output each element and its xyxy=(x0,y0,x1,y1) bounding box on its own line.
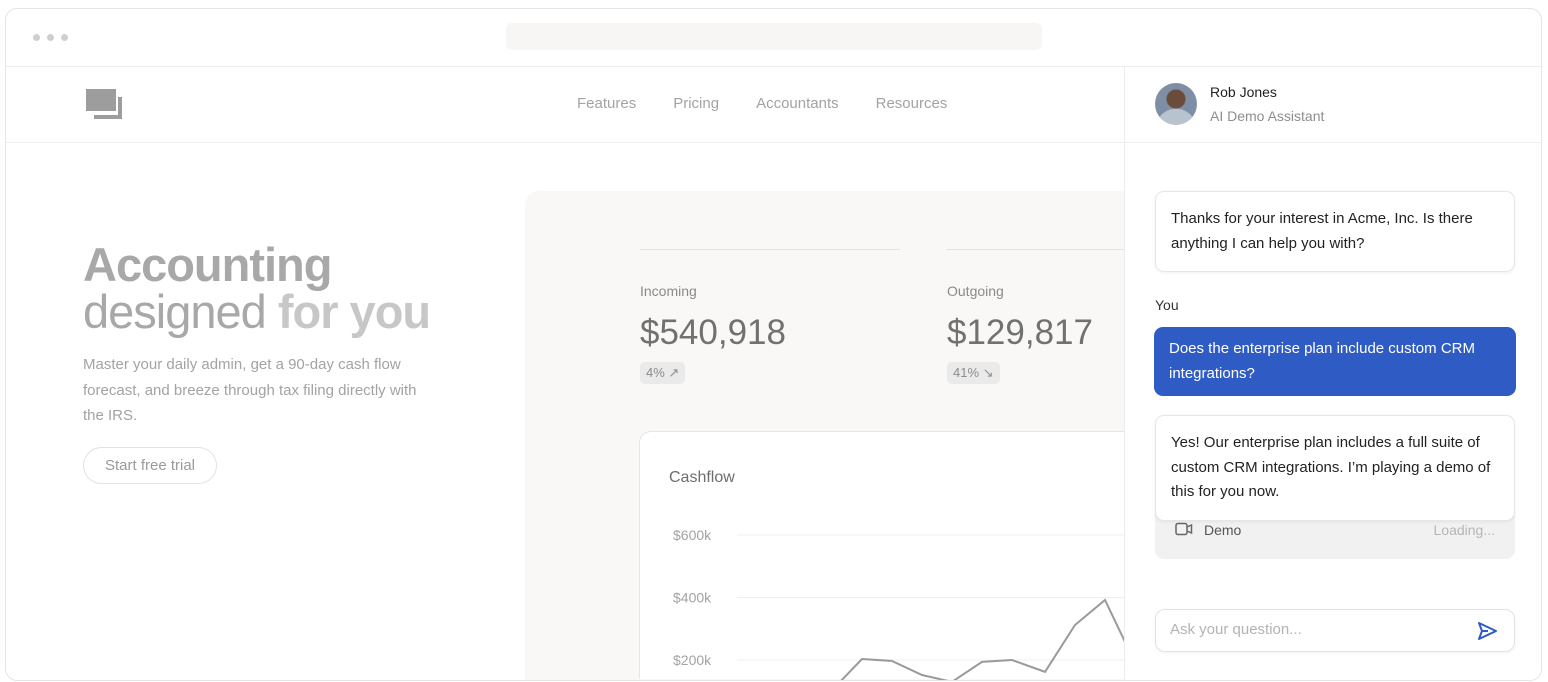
hero-title-line2: designed for you xyxy=(83,285,431,338)
agent-role: AI Demo Assistant xyxy=(1210,108,1325,124)
user-message: Does the enterprise plan include custom … xyxy=(1154,327,1516,396)
site-nav: Features Pricing Accountants Resources xyxy=(6,67,1124,143)
chart-title: Cashflow xyxy=(669,469,735,486)
hero-title-word: for you xyxy=(265,285,431,338)
cashflow-chart: $600k $400k $200k xyxy=(673,527,1125,680)
nav-pricing[interactable]: Pricing xyxy=(673,95,720,112)
chat-panel: Rob Jones AI Demo Assistant Thanks for y… xyxy=(1124,67,1541,680)
y-tick-label: $400k xyxy=(673,590,712,606)
agent-message: Thanks for your interest in Acme, Inc. I… xyxy=(1155,191,1515,272)
arrow-up-right-icon: ↗ xyxy=(668,365,680,380)
stat-value: $129,817 xyxy=(947,313,1093,352)
agent-message: Yes! Our enterprise plan includes a full… xyxy=(1155,415,1515,521)
stat-incoming: Incoming $540,918 4% ↗ xyxy=(640,249,900,384)
logo-icon[interactable] xyxy=(86,89,124,119)
nav-accountants[interactable]: Accountants xyxy=(756,95,839,112)
website: Features Pricing Accountants Resources A… xyxy=(6,67,1125,680)
address-bar[interactable] xyxy=(506,23,1042,50)
avatar xyxy=(1155,83,1197,125)
user-label: You xyxy=(1155,297,1179,313)
browser-window: Features Pricing Accountants Resources A… xyxy=(5,8,1542,681)
stat-value: $540,918 xyxy=(640,313,786,352)
change-value: 41% xyxy=(953,365,980,380)
window-dot xyxy=(61,34,68,41)
hero-title: Accounting designed for you xyxy=(83,238,431,338)
cashflow-line xyxy=(840,598,1125,680)
dashboard-preview: Incoming $540,918 4% ↗ Outgoing $129,817… xyxy=(525,191,1125,680)
demo-status: Loading... xyxy=(1433,522,1496,538)
chat-input-box xyxy=(1155,609,1515,652)
nav-features[interactable]: Features xyxy=(577,95,637,112)
chat-input[interactable] xyxy=(1170,621,1460,638)
cashflow-chart-card: Cashflow $600k $400k $200k xyxy=(639,431,1125,680)
browser-toolbar xyxy=(6,9,1541,67)
agent-name: Rob Jones xyxy=(1210,84,1277,100)
hero-title-word: designed xyxy=(83,285,267,338)
stat-label: Outgoing xyxy=(947,283,1004,299)
start-free-trial-button[interactable]: Start free trial xyxy=(83,447,217,484)
change-value: 4% xyxy=(646,365,665,380)
send-icon[interactable] xyxy=(1476,620,1498,642)
hero-title-line1: Accounting xyxy=(83,238,332,291)
chat-header: Rob Jones AI Demo Assistant xyxy=(1125,67,1541,143)
y-tick-label: $600k xyxy=(673,527,712,543)
stat-outgoing: Outgoing $129,817 41% ↘ xyxy=(947,249,1124,384)
window-dot xyxy=(33,34,40,41)
nav-resources[interactable]: Resources xyxy=(875,95,948,112)
change-badge: 41% ↘ xyxy=(947,362,1000,384)
arrow-down-right-icon: ↘ xyxy=(982,365,994,380)
demo-label: Demo xyxy=(1204,522,1242,538)
hero-description: Master your daily admin, get a 90-day ca… xyxy=(83,356,417,424)
window-dot xyxy=(47,34,54,41)
video-camera-icon xyxy=(1175,522,1193,536)
change-badge: 4% ↗ xyxy=(640,362,686,384)
stat-label: Incoming xyxy=(640,283,697,299)
y-tick-label: $200k xyxy=(673,652,712,668)
